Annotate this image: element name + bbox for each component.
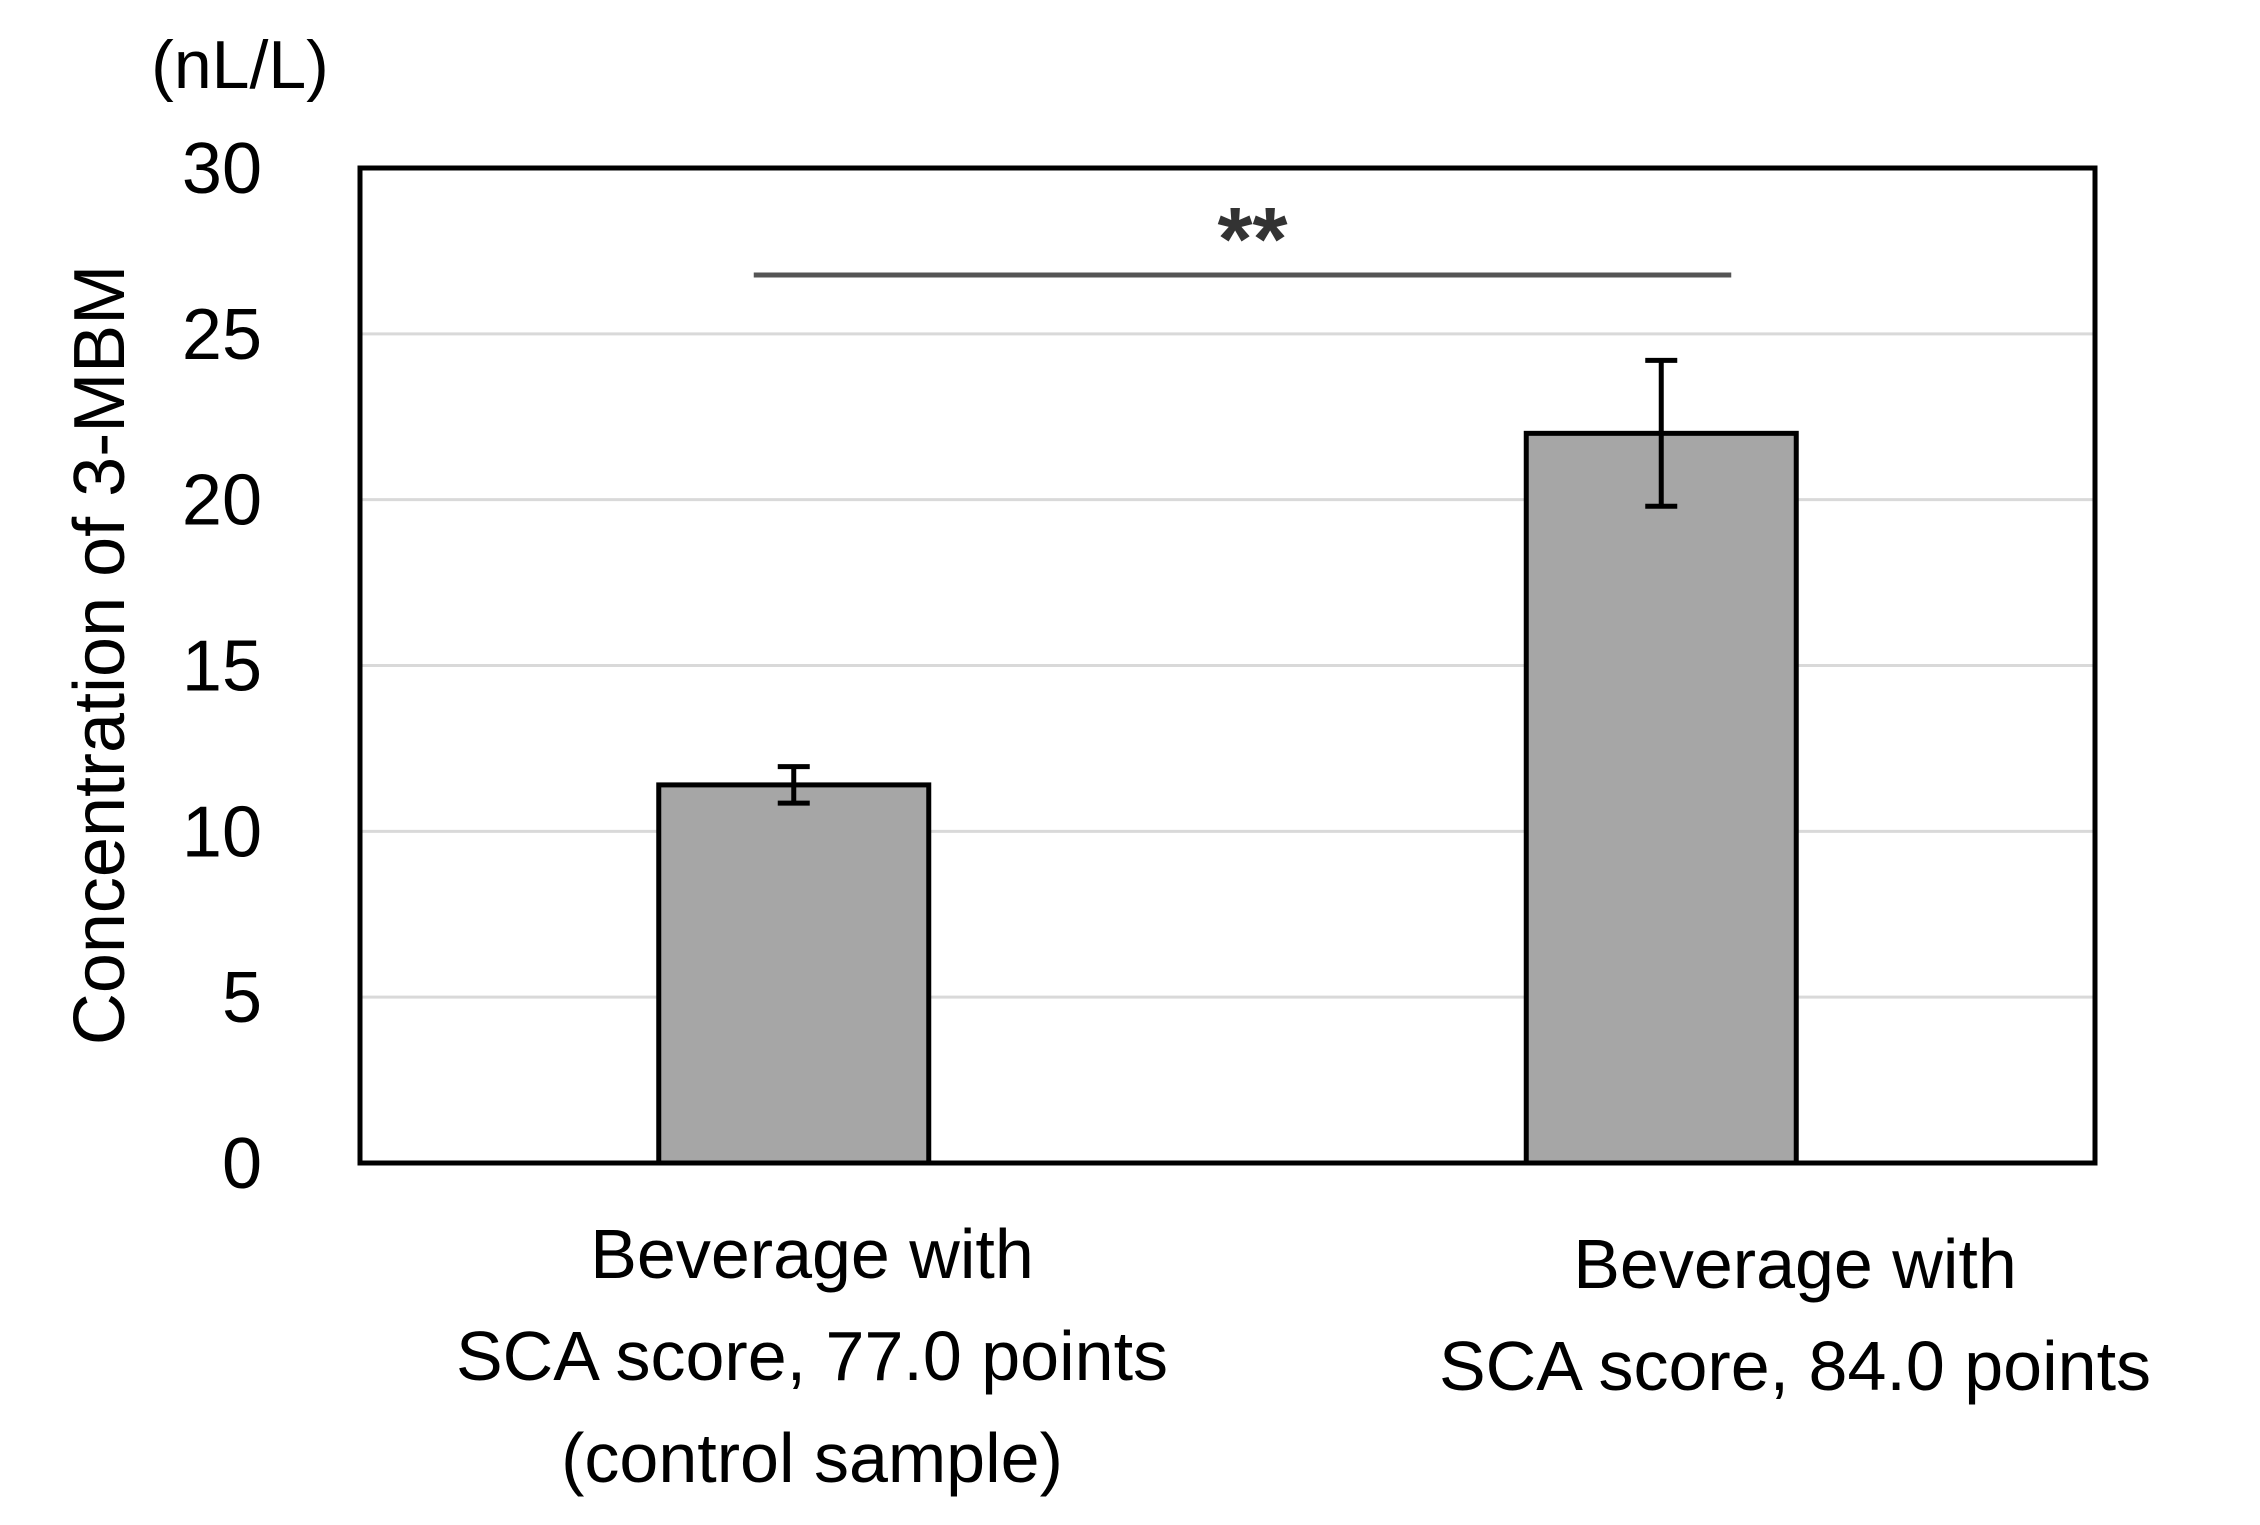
significance-label: ** xyxy=(1217,190,1287,290)
bar-1 xyxy=(656,782,932,1166)
error-bars xyxy=(777,357,1678,806)
y-tick-5: 5 xyxy=(222,958,262,1038)
y-tick-10: 10 xyxy=(182,792,262,872)
x-category-1-line-2: SCA score, 77.0 points xyxy=(456,1317,1168,1395)
unit-label: (nL/L) xyxy=(151,27,329,103)
x-category-1-line-3: (control sample) xyxy=(561,1419,1063,1497)
y-tick-15: 15 xyxy=(182,627,262,707)
plot-frame xyxy=(357,165,2098,1166)
y-tick-30: 30 xyxy=(182,129,262,209)
error-bar-2 xyxy=(1645,357,1678,509)
y-tick-20: 20 xyxy=(182,461,262,541)
x-category-labels: Beverage with SCA score, 77.0 points (cont… xyxy=(456,1215,2151,1497)
y-axis-label: Concentration of 3-MBM xyxy=(60,265,140,1045)
x-category-2-line-1: Beverage with xyxy=(1573,1225,2017,1303)
y-tick-25: 25 xyxy=(182,295,262,375)
gridlines xyxy=(360,332,2095,999)
y-tick-labels: 0 5 10 15 20 25 30 xyxy=(182,129,262,1204)
y-tick-0: 0 xyxy=(222,1124,262,1204)
error-bar-1 xyxy=(777,764,810,806)
x-category-1-line-1: Beverage with xyxy=(590,1215,1034,1293)
bars xyxy=(656,430,1799,1166)
bar-2 xyxy=(1523,430,1799,1166)
x-category-2-line-2: SCA score, 84.0 points xyxy=(1439,1327,2151,1405)
